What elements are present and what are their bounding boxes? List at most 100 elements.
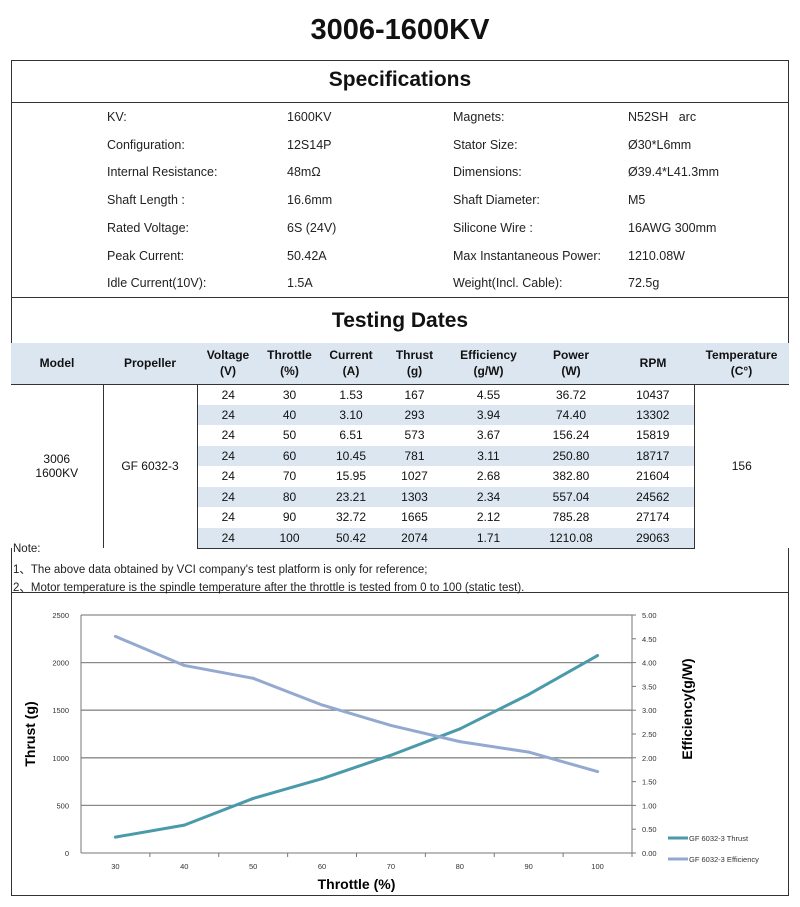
table-cell: 573: [404, 428, 425, 443]
spec-label: Magnets:: [453, 110, 505, 124]
table-cell: 2.34: [447, 486, 530, 507]
table-cell: 1027: [401, 469, 428, 484]
table-cell: 3.67: [476, 428, 501, 443]
table-cell: 60: [259, 445, 320, 466]
table-row: 24 60 10.45 781 3.11 250.80 18717: [11, 445, 789, 466]
column-header: Efficiency (g/W): [447, 343, 530, 385]
table-cell: 24: [221, 510, 235, 525]
column-title: Voltage: [206, 348, 250, 363]
data-point: [251, 796, 255, 800]
data-point: [182, 823, 186, 827]
column-header: Propeller: [103, 343, 197, 385]
table-cell: 29063: [612, 527, 694, 549]
table-cell: 24: [197, 486, 259, 507]
column-unit: (C°): [730, 364, 753, 379]
spec-value: 6S (24V): [287, 220, 337, 235]
x-tick-label: 70: [387, 862, 395, 871]
spec-value: Ø39.4*L41.3mm: [628, 165, 720, 180]
column-unit: (g): [406, 364, 423, 379]
spec-label: Peak Current:: [107, 248, 185, 263]
table-cell: 24: [221, 387, 235, 402]
table-cell: 3.11: [447, 445, 530, 466]
table-cell: 74.40: [530, 404, 612, 425]
spec-value: 1600KV: [287, 110, 332, 124]
column-unit: (%): [280, 364, 299, 379]
table-cell: 15819: [636, 428, 670, 443]
table-cell: 70: [282, 469, 297, 484]
table-cell: 293: [382, 404, 447, 425]
column-title: Power: [552, 348, 589, 363]
table-cell: 24562: [612, 486, 694, 507]
data-point: [182, 663, 186, 667]
table-cell: 27174: [636, 510, 670, 525]
note-line: 1、The above data obtained by VCI company…: [13, 564, 428, 576]
table-cell: 90: [282, 510, 297, 525]
y2-axis-title: Efficiency(g/W): [679, 658, 695, 759]
column-title: Throttle: [267, 348, 312, 363]
table-cell: 2.68: [476, 469, 501, 484]
spec-label: Shaft Diameter:: [453, 193, 540, 208]
table-row: 24 100 50.42 2074 1.71 1210.08 29063: [11, 527, 789, 549]
table-cell: 781: [382, 445, 447, 466]
table-cell: 24: [221, 469, 235, 484]
spec-value: Ø30*L6mm: [628, 137, 692, 152]
x-tick-label: 40: [180, 862, 188, 871]
table-row: 24 50 6.51 573 3.67 156.24 15819: [11, 425, 789, 446]
y-tick-label: 1000: [52, 754, 69, 763]
model-cell: 3006 1600KV: [11, 384, 104, 548]
table-cell: 24: [197, 445, 259, 466]
table-cell: 100: [259, 527, 320, 549]
model-line: 3006: [43, 452, 71, 467]
column-title: Propeller: [123, 356, 177, 371]
table-cell: 1210.08: [530, 527, 612, 549]
table-cell: 36.72: [555, 387, 587, 402]
spec-label: KV:: [107, 110, 127, 124]
column-header: Throttle (%): [259, 343, 320, 385]
testing-table: Model Propeller Voltage (V) Throttle (%) Curre…: [11, 343, 789, 549]
y2-tick-label: 2.50: [642, 730, 657, 739]
x-tick-label: 60: [318, 862, 326, 871]
table-cell: 50.42: [320, 527, 382, 549]
spec-label: Idle Current(10V):: [107, 276, 207, 291]
spec-value: M5: [628, 193, 646, 208]
specifications-heading: Specifications: [328, 68, 472, 91]
spec-label: Internal Resistance:: [107, 165, 218, 180]
column-header: Voltage (V): [197, 343, 259, 385]
y-axis-title: Thrust (g): [22, 701, 38, 766]
table-cell: 40: [259, 404, 320, 425]
table-cell: 785.28: [552, 510, 590, 525]
table-cell: 24: [197, 527, 259, 549]
spec-value: 16AWG 300mm: [628, 220, 717, 235]
divider: [11, 592, 789, 593]
data-point: [527, 692, 531, 696]
table-cell: 23.21: [320, 486, 382, 507]
table-cell: 15.95: [335, 469, 367, 484]
data-point: [113, 835, 117, 839]
spec-label: Max Instantaneous Power:: [453, 248, 601, 263]
data-point: [320, 703, 324, 707]
spec-label: Configuration:: [107, 137, 185, 152]
column-header: Temperature (C°): [694, 343, 789, 385]
spec-value: 50.42A: [287, 248, 327, 263]
table-cell: 1303: [382, 486, 447, 507]
table-cell: 2074: [382, 527, 447, 549]
table-cell: 24: [221, 428, 235, 443]
y-tick-label: 500: [56, 801, 69, 810]
propeller-cell: GF 6032-3: [103, 384, 198, 548]
column-header: Current (A): [320, 343, 382, 385]
x-tick-label: 80: [456, 862, 464, 871]
page-title: 3006-1600KV: [310, 14, 490, 46]
y2-tick-label: 4.50: [642, 635, 657, 644]
data-point: [458, 740, 462, 744]
y-tick-label: 2000: [52, 659, 69, 668]
divider: [11, 102, 789, 103]
table-cell: 30: [282, 387, 297, 402]
thrust-efficiency-chart: 0 500 1000 1500 2000 2500 0.00 0.50 1.00 1.50 2.00…: [22, 611, 759, 892]
x-tick-label: 90: [525, 862, 533, 871]
table-row: 24 70 15.95 1027 2.68 382.80 21604: [11, 466, 789, 487]
y2-tick-label: 1.00: [642, 801, 657, 810]
column-header: RPM: [612, 343, 694, 385]
table-cell: 32.72: [335, 510, 367, 525]
x-tick-label: 50: [249, 862, 257, 871]
legend-label: GF 6032-3 Efficiency: [689, 855, 759, 864]
